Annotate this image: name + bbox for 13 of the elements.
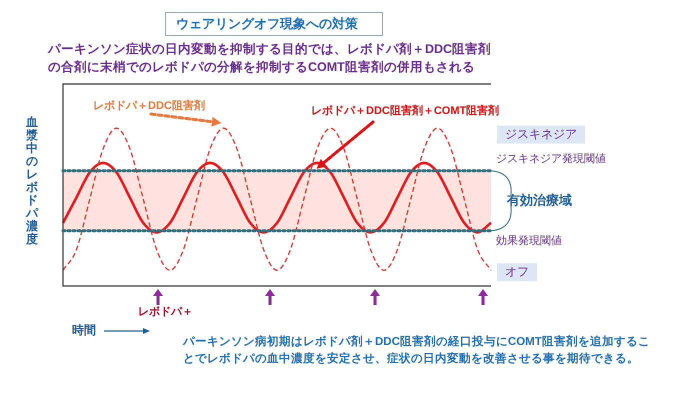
text: オフ xyxy=(505,264,529,279)
text: レボドパ＋DDC阻害剤 xyxy=(93,99,205,112)
x-axis-title: 時間 xyxy=(72,322,96,339)
ref-line-label: ジスキネジア発現閾値 xyxy=(496,152,606,165)
text: レボドパ＋ xyxy=(138,305,193,319)
chart-title: ウェアリングオフ現象への対策 xyxy=(165,12,383,36)
band-label: 有効治療域 xyxy=(506,192,572,208)
text: ジスキネジア xyxy=(505,126,577,141)
ref-line-label: 効果発現閾値 xyxy=(496,234,562,247)
text: パーキンソン病初期はレボドパ剤＋DDC阻害剤の経口投与にCOMT阻害剤を追加することでレボドパの血中濃度を安定させ、症状の日内変動を改善させる事を期待できる。 xyxy=(183,334,651,367)
text: 血漿中のレボドパ濃度 xyxy=(26,115,38,246)
chart-subtitle: パーキンソン症状の日内変動を抑制する目的では、レボドパ剤＋DDC阻害剤の合剤に末梢でのレボドパの分解を抑制するCOMT阻害剤の併用もされる xyxy=(48,41,492,76)
text: レボドパ＋DDC阻害剤＋COMT阻害剤 xyxy=(311,104,500,118)
